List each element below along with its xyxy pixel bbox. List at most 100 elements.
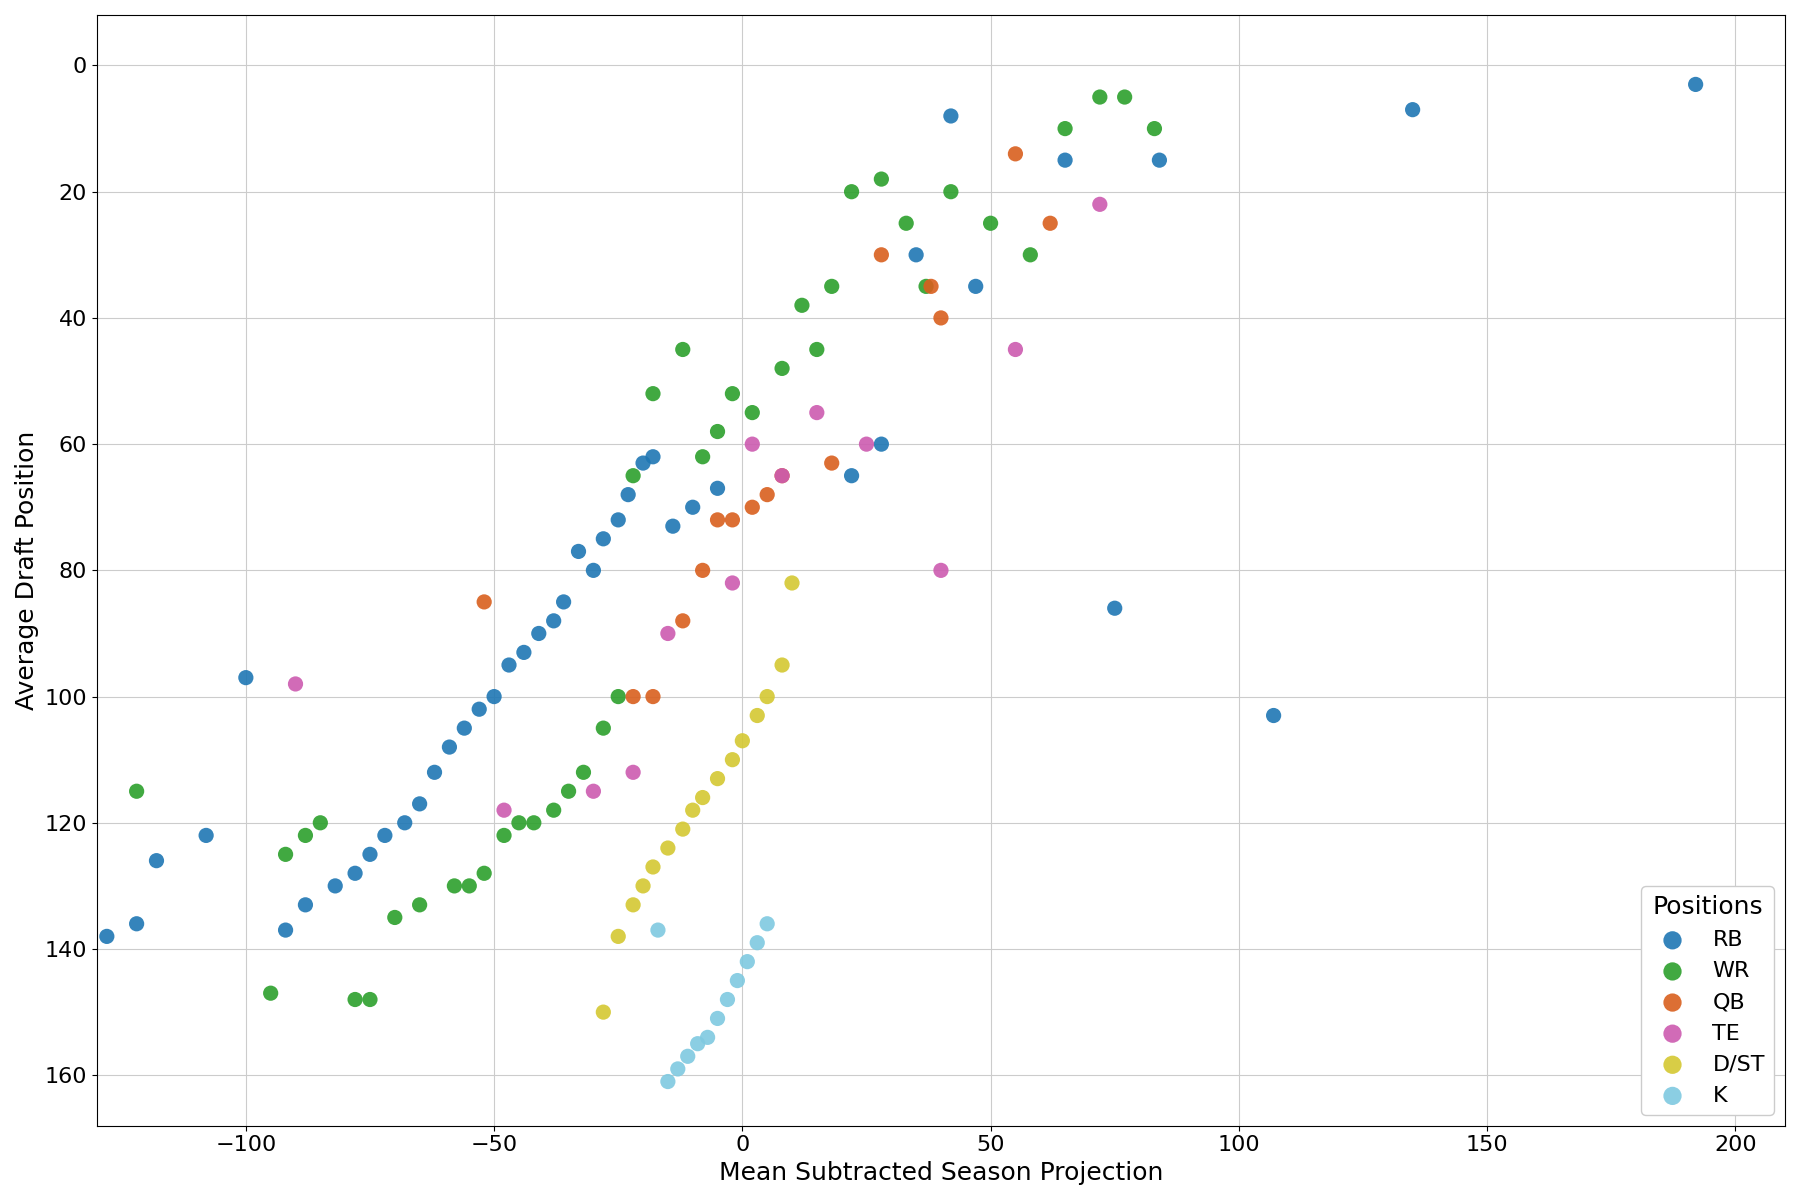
- WR: [976, 214, 1004, 233]
- RB: [589, 529, 617, 548]
- TE: [580, 781, 608, 800]
- RB: [659, 516, 688, 535]
- D/ST: [679, 800, 707, 820]
- WR: [911, 277, 940, 296]
- D/ST: [688, 788, 716, 808]
- K: [673, 1046, 702, 1066]
- K: [664, 1060, 693, 1079]
- WR: [122, 781, 151, 800]
- WR: [936, 182, 965, 202]
- RB: [436, 738, 464, 757]
- RB: [481, 686, 509, 706]
- Y-axis label: Average Draft Position: Average Draft Position: [14, 431, 40, 710]
- K: [653, 1072, 682, 1091]
- RB: [868, 434, 896, 454]
- TE: [927, 560, 956, 580]
- QB: [927, 308, 956, 328]
- RB: [509, 643, 538, 662]
- QB: [1035, 214, 1064, 233]
- RB: [679, 498, 707, 517]
- RB: [1260, 706, 1289, 725]
- WR: [738, 403, 767, 422]
- K: [713, 990, 742, 1009]
- WR: [256, 984, 284, 1003]
- X-axis label: Mean Subtracted Season Projection: Mean Subtracted Season Projection: [718, 1160, 1163, 1184]
- WR: [817, 277, 846, 296]
- TE: [718, 574, 747, 593]
- RB: [837, 466, 866, 485]
- WR: [439, 876, 468, 895]
- RB: [371, 826, 400, 845]
- D/ST: [743, 706, 772, 725]
- WR: [380, 908, 409, 928]
- D/ST: [603, 926, 632, 946]
- Legend: RB, WR, QB, TE, D/ST, K: RB, WR, QB, TE, D/ST, K: [1642, 886, 1773, 1115]
- RB: [704, 479, 733, 498]
- RB: [603, 510, 632, 529]
- K: [644, 920, 673, 940]
- WR: [668, 340, 697, 359]
- WR: [554, 781, 583, 800]
- WR: [340, 990, 369, 1009]
- RB: [936, 107, 965, 126]
- D/ST: [718, 750, 747, 769]
- WR: [589, 719, 617, 738]
- RB: [419, 763, 448, 782]
- RB: [340, 864, 369, 883]
- TE: [281, 674, 310, 694]
- K: [743, 934, 772, 953]
- RB: [628, 454, 657, 473]
- WR: [306, 814, 335, 833]
- TE: [767, 466, 796, 485]
- K: [684, 1034, 713, 1054]
- RB: [540, 611, 569, 630]
- WR: [272, 845, 301, 864]
- QB: [704, 510, 733, 529]
- QB: [1001, 144, 1030, 163]
- RB: [391, 814, 419, 833]
- D/ST: [653, 839, 682, 858]
- QB: [752, 485, 781, 504]
- WR: [520, 814, 549, 833]
- WR: [1111, 88, 1139, 107]
- WR: [788, 295, 817, 314]
- RB: [450, 719, 479, 738]
- WR: [356, 990, 385, 1009]
- RB: [495, 655, 524, 674]
- D/ST: [767, 655, 796, 674]
- WR: [504, 814, 533, 833]
- D/ST: [668, 820, 697, 839]
- WR: [639, 384, 668, 403]
- TE: [803, 403, 832, 422]
- RB: [563, 542, 592, 562]
- RB: [1100, 599, 1129, 618]
- WR: [688, 448, 716, 467]
- RB: [1399, 100, 1427, 119]
- TE: [851, 434, 880, 454]
- RB: [1051, 150, 1080, 169]
- QB: [668, 611, 697, 630]
- WR: [868, 169, 896, 188]
- WR: [470, 864, 499, 883]
- QB: [688, 560, 716, 580]
- WR: [455, 876, 484, 895]
- WR: [837, 182, 866, 202]
- RB: [1681, 74, 1710, 94]
- QB: [868, 245, 896, 264]
- RB: [292, 895, 320, 914]
- TE: [619, 763, 648, 782]
- D/ST: [639, 857, 668, 876]
- QB: [718, 510, 747, 529]
- K: [752, 914, 781, 934]
- WR: [569, 763, 598, 782]
- WR: [603, 686, 632, 706]
- D/ST: [704, 769, 733, 788]
- RB: [232, 668, 261, 688]
- WR: [718, 384, 747, 403]
- TE: [490, 800, 518, 820]
- K: [693, 1027, 722, 1046]
- D/ST: [589, 1002, 617, 1021]
- RB: [92, 926, 121, 946]
- WR: [1015, 245, 1044, 264]
- D/ST: [778, 574, 806, 593]
